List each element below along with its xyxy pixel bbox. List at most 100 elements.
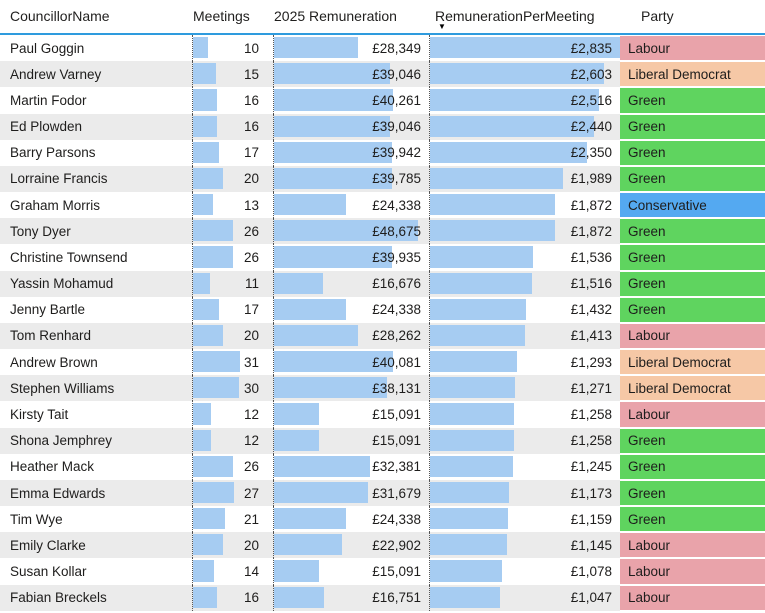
remuneration-cell[interactable]: £24,338 — [273, 506, 429, 533]
party-cell[interactable]: Labour — [620, 401, 765, 428]
meetings-cell[interactable]: 13 — [192, 192, 273, 219]
column-header-councillor-name[interactable]: CouncillorName — [10, 8, 110, 24]
remuneration-cell[interactable]: £24,338 — [273, 192, 429, 219]
councillor-name-cell[interactable]: Susan Kollar — [10, 564, 87, 580]
party-cell[interactable]: Liberal Democrat — [620, 349, 765, 376]
remuneration-per-meeting-cell[interactable]: £2,440 — [429, 113, 620, 140]
councillor-name-cell[interactable]: Paul Goggin — [10, 40, 85, 56]
party-cell[interactable]: Liberal Democrat — [620, 375, 765, 402]
party-cell[interactable]: Green — [620, 139, 765, 166]
meetings-cell[interactable]: 12 — [192, 401, 273, 428]
councillor-name-cell[interactable]: Jenny Bartle — [10, 302, 86, 318]
remuneration-cell[interactable]: £15,091 — [273, 558, 429, 585]
remuneration-per-meeting-cell[interactable]: £1,872 — [429, 218, 620, 245]
remuneration-cell[interactable]: £28,262 — [273, 322, 429, 350]
remuneration-cell[interactable]: £22,902 — [273, 532, 429, 559]
remuneration-per-meeting-cell[interactable]: £1,271 — [429, 375, 620, 402]
remuneration-per-meeting-cell[interactable]: £1,047 — [429, 584, 620, 611]
meetings-cell[interactable]: 16 — [192, 584, 273, 611]
councillor-name-cell[interactable]: Andrew Brown — [10, 354, 98, 370]
column-header-2025-remuneration[interactable]: 2025 Remuneration — [274, 8, 397, 24]
party-cell[interactable]: Labour — [620, 558, 765, 585]
party-cell[interactable]: Green — [620, 87, 765, 114]
meetings-cell[interactable]: 20 — [192, 532, 273, 559]
party-cell[interactable]: Green — [620, 506, 765, 533]
remuneration-cell[interactable]: £40,261 — [273, 87, 429, 114]
remuneration-per-meeting-cell[interactable]: £1,078 — [429, 558, 620, 585]
meetings-cell[interactable]: 15 — [192, 61, 273, 88]
remuneration-per-meeting-cell[interactable]: £1,173 — [429, 479, 620, 507]
remuneration-per-meeting-cell[interactable]: £1,989 — [429, 165, 620, 193]
councillor-name-cell[interactable]: Yassin Mohamud — [10, 276, 114, 292]
meetings-cell[interactable]: 10 — [192, 35, 273, 62]
remuneration-per-meeting-cell[interactable]: £1,245 — [429, 453, 620, 480]
remuneration-cell[interactable]: £31,679 — [273, 479, 429, 507]
remuneration-cell[interactable]: £16,751 — [273, 584, 429, 611]
remuneration-cell[interactable]: £40,081 — [273, 349, 429, 376]
remuneration-cell[interactable]: £15,091 — [273, 427, 429, 454]
meetings-cell[interactable]: 20 — [192, 165, 273, 193]
councillor-name-cell[interactable]: Christine Townsend — [10, 249, 128, 265]
party-cell[interactable]: Labour — [620, 322, 765, 350]
remuneration-per-meeting-cell[interactable]: £1,159 — [429, 506, 620, 533]
remuneration-per-meeting-cell[interactable]: £1,145 — [429, 532, 620, 559]
meetings-cell[interactable]: 20 — [192, 322, 273, 350]
party-cell[interactable]: Green — [620, 453, 765, 480]
remuneration-per-meeting-cell[interactable]: £1,516 — [429, 270, 620, 297]
remuneration-per-meeting-cell[interactable]: £1,432 — [429, 296, 620, 323]
remuneration-cell[interactable]: £39,046 — [273, 113, 429, 140]
councillor-name-cell[interactable]: Kirsty Tait — [10, 406, 69, 422]
councillor-name-cell[interactable]: Martin Fodor — [10, 92, 87, 108]
meetings-cell[interactable]: 31 — [192, 349, 273, 376]
councillor-name-cell[interactable]: Emily Clarke — [10, 537, 86, 553]
party-cell[interactable]: Green — [620, 244, 765, 271]
party-cell[interactable]: Green — [620, 427, 765, 454]
meetings-cell[interactable]: 12 — [192, 427, 273, 454]
councillor-name-cell[interactable]: Andrew Varney — [10, 66, 102, 82]
meetings-cell[interactable]: 27 — [192, 479, 273, 507]
remuneration-cell[interactable]: £39,935 — [273, 244, 429, 271]
councillor-name-cell[interactable]: Tim Wye — [10, 511, 63, 527]
remuneration-per-meeting-cell[interactable]: £1,536 — [429, 244, 620, 271]
remuneration-per-meeting-cell[interactable]: £1,293 — [429, 349, 620, 376]
meetings-cell[interactable]: 17 — [192, 296, 273, 323]
party-cell[interactable]: Green — [620, 296, 765, 323]
party-cell[interactable]: Labour — [620, 584, 765, 611]
column-header-meetings[interactable]: Meetings — [193, 8, 250, 24]
remuneration-per-meeting-cell[interactable]: £2,603 — [429, 61, 620, 88]
meetings-cell[interactable]: 16 — [192, 113, 273, 140]
party-cell[interactable]: Labour — [620, 35, 765, 62]
remuneration-cell[interactable]: £39,785 — [273, 165, 429, 193]
councillor-name-cell[interactable]: Graham Morris — [10, 197, 101, 213]
remuneration-cell[interactable]: £48,675 — [273, 218, 429, 245]
meetings-cell[interactable]: 26 — [192, 453, 273, 480]
remuneration-cell[interactable]: £39,046 — [273, 61, 429, 88]
remuneration-per-meeting-cell[interactable]: £2,516 — [429, 87, 620, 114]
meetings-cell[interactable]: 21 — [192, 506, 273, 533]
remuneration-cell[interactable]: £15,091 — [273, 401, 429, 428]
remuneration-per-meeting-cell[interactable]: £1,258 — [429, 427, 620, 454]
party-cell[interactable]: Labour — [620, 532, 765, 559]
councillor-name-cell[interactable]: Shona Jemphrey — [10, 433, 113, 449]
party-cell[interactable]: Liberal Democrat — [620, 61, 765, 88]
meetings-cell[interactable]: 14 — [192, 558, 273, 585]
remuneration-cell[interactable]: £28,349 — [273, 35, 429, 62]
meetings-cell[interactable]: 11 — [192, 270, 273, 297]
remuneration-per-meeting-cell[interactable]: £1,872 — [429, 192, 620, 219]
meetings-cell[interactable]: 30 — [192, 375, 273, 402]
remuneration-cell[interactable]: £16,676 — [273, 270, 429, 297]
councillor-name-cell[interactable]: Heather Mack — [10, 459, 95, 475]
councillor-name-cell[interactable]: Barry Parsons — [10, 145, 96, 161]
party-cell[interactable]: Green — [620, 270, 765, 297]
remuneration-per-meeting-cell[interactable]: £2,835 — [429, 35, 620, 62]
remuneration-cell[interactable]: £39,942 — [273, 139, 429, 166]
councillor-name-cell[interactable]: Stephen Williams — [10, 380, 115, 396]
meetings-cell[interactable]: 26 — [192, 244, 273, 271]
remuneration-per-meeting-cell[interactable]: £2,350 — [429, 139, 620, 166]
party-cell[interactable]: Green — [620, 218, 765, 245]
councillor-name-cell[interactable]: Tom Renhard — [10, 328, 92, 344]
party-cell[interactable]: Green — [620, 479, 765, 507]
councillor-name-cell[interactable]: Lorraine Francis — [10, 171, 108, 187]
party-cell[interactable]: Conservative — [620, 192, 765, 219]
party-cell[interactable]: Green — [620, 165, 765, 193]
